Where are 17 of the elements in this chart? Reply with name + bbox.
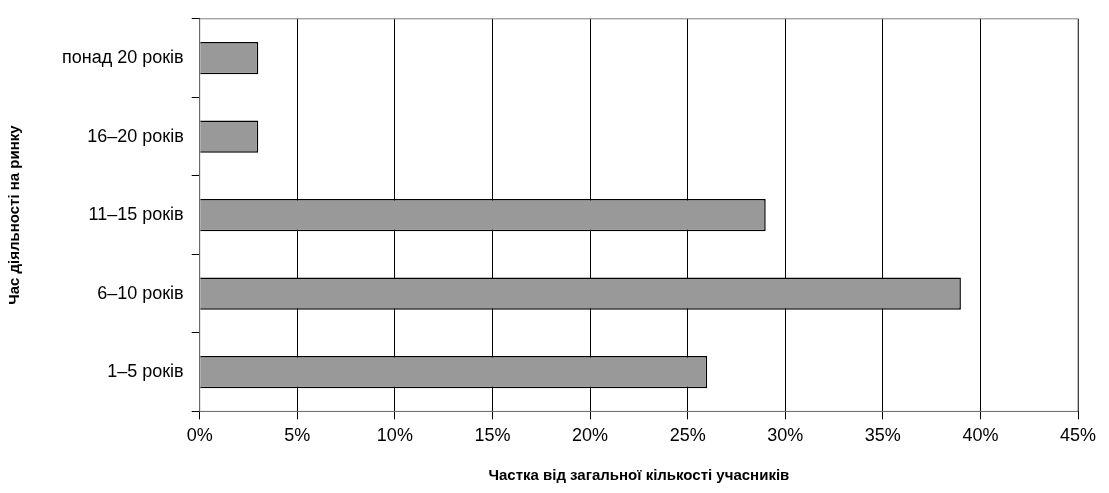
x-tick-label: 40% [962, 425, 999, 446]
x-tick-label: 20% [572, 425, 609, 446]
x-tick-label: 45% [1059, 425, 1097, 446]
y-tick-label: понад 20 років [61, 47, 184, 68]
x-tick-label: 35% [864, 425, 901, 446]
y-tick-label: 1–5 років [107, 361, 184, 382]
y-tick-label: 11–15 років [88, 204, 184, 225]
x-tick-label: 30% [767, 425, 804, 446]
y-tick-label: 16–20 років [87, 125, 184, 146]
y-axis-title: Час діяльності на ринку [5, 124, 23, 305]
x-tick-label: 5% [284, 425, 311, 446]
y-tick-label: 6–10 років [97, 282, 184, 303]
x-tick-label: 25% [669, 425, 706, 446]
x-tick-label: 0% [186, 425, 213, 446]
x-tick-label: 15% [474, 425, 511, 446]
x-axis-title: Частка від загальної кількості учасників [488, 466, 790, 484]
x-tick-label: 10% [376, 425, 413, 446]
